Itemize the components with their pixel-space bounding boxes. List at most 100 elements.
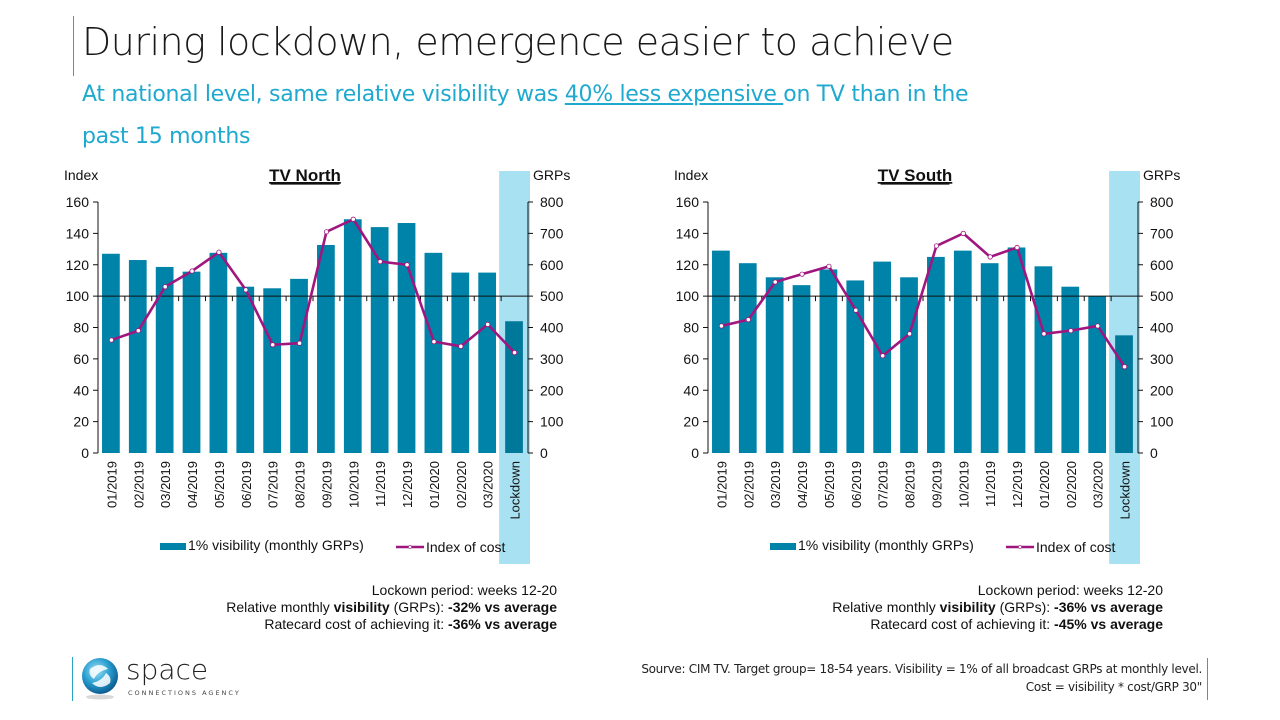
- x-tick-label: 11/2019: [983, 461, 998, 507]
- cost-index-point: [772, 279, 778, 285]
- y-tick-label: 140: [676, 225, 700, 241]
- bar: [792, 285, 811, 453]
- bar: [155, 266, 174, 453]
- cost-index-point: [799, 271, 805, 277]
- bar: [712, 250, 730, 453]
- bar: [317, 244, 335, 453]
- x-tick-label: 06/2019: [849, 461, 864, 508]
- notes-south-line2: Relative monthly visibility (GRPs): -36%…: [832, 599, 1163, 616]
- bar: [1034, 266, 1053, 453]
- y-tick-label: 0: [691, 445, 699, 461]
- logo-graphic: space CONNECTIONS AGENCY: [82, 655, 241, 700]
- cost-index-point: [485, 321, 491, 327]
- y-tick-label: 80: [73, 320, 89, 336]
- legend-bar-label: 1% visibility (monthly GRPs): [798, 537, 974, 553]
- bar: [765, 277, 784, 453]
- legend-bar-swatch: [160, 543, 186, 550]
- y2-tick-label: 600: [540, 257, 564, 273]
- y-tick-label: 0: [81, 445, 89, 461]
- cost-index-line: [111, 217, 516, 354]
- bar: [953, 250, 972, 453]
- cost-index-point: [296, 340, 303, 346]
- notes-text: Ratecard cost of achieving it:: [870, 616, 1055, 632]
- y-tick-label: 120: [676, 257, 700, 273]
- y2-axis-label: GRPs: [533, 167, 570, 183]
- source-accent-bar: [1207, 658, 1208, 700]
- cost-index-point: [323, 229, 330, 235]
- page-subtitle: At national level, same relative visibil…: [82, 74, 982, 158]
- cost-index-point: [826, 263, 832, 269]
- y-tick-label: 60: [73, 351, 89, 367]
- x-tick-label: 07/2019: [266, 461, 281, 508]
- y2-tick-label: 200: [540, 382, 564, 398]
- cost-index-point: [404, 262, 410, 268]
- space-logo: space CONNECTIONS AGENCY: [72, 655, 272, 703]
- notes-text: (GRPs):: [995, 599, 1055, 615]
- y2-tick-label: 600: [1150, 257, 1174, 273]
- x-tick-label: 11/2019: [373, 461, 388, 507]
- bar: [900, 277, 918, 453]
- legend-bar-swatch: [770, 543, 796, 550]
- y-axis-label: Index: [674, 167, 708, 183]
- logo-tagline: CONNECTIONS AGENCY: [128, 689, 241, 697]
- bar: [263, 288, 282, 453]
- notes-text: (GRPs):: [389, 599, 449, 615]
- subtitle-post: on TV than in the past 15 months: [82, 82, 969, 149]
- y2-tick-label: 300: [540, 351, 564, 367]
- y-tick-label: 40: [73, 382, 89, 398]
- y2-axis-label: GRPs: [1143, 167, 1180, 183]
- cost-index-point: [270, 342, 276, 348]
- logo-wordmark: space: [126, 655, 208, 686]
- cost-index-point: [108, 337, 115, 343]
- notes-north: Lockown period: weeks 12-20 Relative mon…: [226, 582, 557, 633]
- bar: [290, 278, 308, 453]
- y2-tick-label: 100: [1150, 414, 1174, 430]
- cost-index-point: [377, 259, 383, 265]
- page-title: During lockdown, emergence easier to ach…: [82, 20, 954, 64]
- bar: [209, 252, 228, 453]
- cost-index-point: [1121, 364, 1128, 370]
- y-tick-label: 20: [683, 414, 699, 430]
- logo-orb-icon: [82, 658, 118, 694]
- bar: [182, 271, 201, 453]
- notes-text: Relative monthly: [226, 599, 334, 615]
- chart-title: TV North: [269, 166, 341, 185]
- y2-tick-label: 400: [540, 320, 564, 336]
- x-tick-label: 02/2020: [454, 461, 469, 508]
- x-tick-label: 05/2019: [212, 461, 227, 508]
- cost-index-point: [243, 287, 249, 293]
- cost-index-point: [853, 307, 859, 313]
- x-tick-label: 03/2020: [1091, 461, 1106, 508]
- bar: [819, 269, 838, 453]
- notes-text: Relative monthly: [832, 599, 940, 615]
- y2-tick-label: 800: [1150, 194, 1174, 210]
- chart-title: TV South: [878, 166, 953, 185]
- cost-index-point: [745, 317, 751, 323]
- legend-line-label: Index of cost: [1036, 539, 1115, 555]
- bar: [451, 272, 470, 453]
- y2-tick-label: 0: [1150, 445, 1158, 461]
- cost-index-point: [511, 350, 518, 356]
- bar: [846, 280, 865, 453]
- notes-value: -45% vs average: [1054, 616, 1163, 632]
- y2-tick-label: 800: [540, 194, 564, 210]
- notes-south-line1: Lockown period: weeks 12-20: [977, 582, 1163, 598]
- y-axis-label: Index: [64, 167, 98, 183]
- bar: [1007, 247, 1026, 453]
- x-tick-label: 02/2019: [741, 461, 756, 508]
- cost-index-point: [906, 331, 913, 337]
- y-tick-label: 160: [66, 194, 90, 210]
- cost-index-point: [135, 328, 141, 334]
- x-tick-label: 05/2019: [822, 461, 837, 508]
- x-tick-label: 01/2020: [1037, 461, 1052, 508]
- x-tick-label: 10/2019: [346, 461, 361, 508]
- cost-index-point: [960, 230, 966, 236]
- title-accent-bar: [73, 16, 74, 76]
- x-tick-label: 02/2020: [1064, 461, 1079, 508]
- cost-index-point: [189, 268, 195, 274]
- x-tick-label: 07/2019: [876, 461, 891, 508]
- chart-tv-south: Index GRPs TV South 0 20 40 60 80 100 120 140 160 0 1…: [660, 160, 1260, 580]
- legend-line-label: Index of cost: [426, 539, 505, 555]
- x-tick-label: 06/2019: [239, 461, 254, 508]
